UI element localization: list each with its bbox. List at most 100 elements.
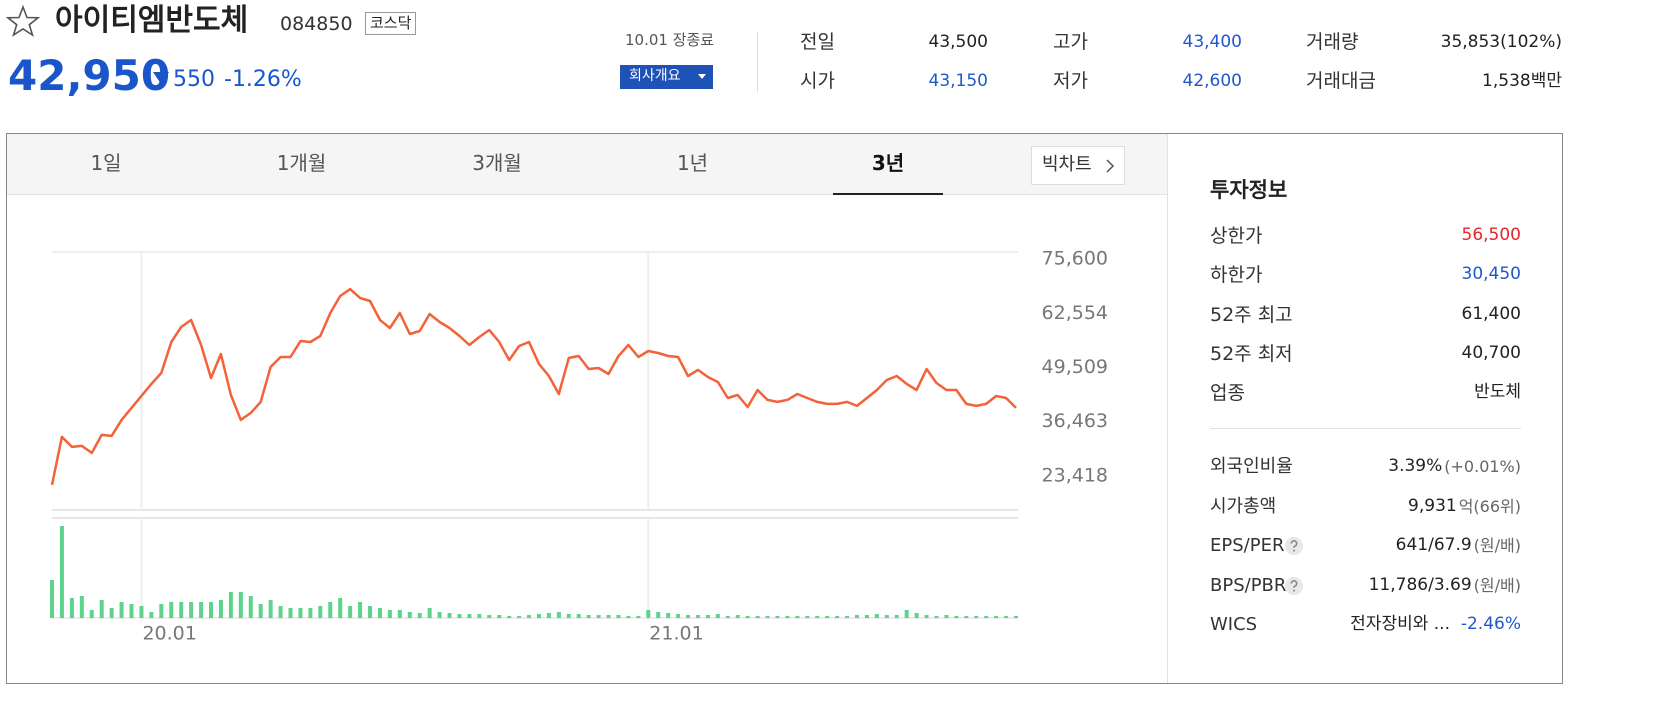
divider (757, 32, 758, 92)
invest-label: 상한가 (1210, 225, 1263, 247)
invest-value: 40,700 (1461, 342, 1521, 363)
price-line (50, 287, 1017, 486)
volume-bar (228, 592, 233, 618)
volume-bar (238, 592, 243, 618)
invest-label: 외국인비율 (1210, 456, 1293, 477)
change-rate: -1.26% (224, 67, 302, 92)
volume-bar (407, 612, 412, 618)
volume-bar (507, 616, 512, 618)
stat-value: 43,400 (1182, 32, 1242, 52)
volume-bar (596, 615, 601, 618)
volume-bar (636, 616, 641, 618)
volume-bar (467, 614, 472, 618)
tab-underline (833, 193, 943, 195)
x-tick-label: 21.01 (649, 623, 703, 645)
volume-bar (686, 615, 691, 618)
volume-bar (169, 602, 174, 618)
volume-bar (964, 616, 969, 618)
chart: 75,600 62,554 49,509 36,463 23,418 20.01 21.01 (50, 248, 1108, 645)
tab[interactable]: 1일 (90, 151, 122, 175)
volume-bar (258, 604, 263, 618)
volume-bar (129, 604, 134, 618)
invest-label: 52주 최고 (1210, 303, 1293, 326)
volume-bar (765, 616, 770, 618)
invest-label: WICS (1210, 614, 1258, 635)
volume-bar (338, 598, 343, 618)
invest-unit: -2.46% (1460, 614, 1521, 634)
volume-bar (725, 616, 730, 618)
price-change: 550 (173, 67, 215, 92)
volume-bar (457, 614, 462, 618)
favorite-star[interactable] (6, 5, 40, 37)
volume-bar (318, 606, 323, 618)
market-badge: 코스닥 (365, 12, 417, 35)
volume-bar (676, 614, 681, 618)
big-chart-button[interactable]: 빅차트 (1031, 146, 1125, 185)
volume-bar (835, 616, 840, 618)
company-button[interactable]: 회사개요 (620, 65, 713, 89)
volume-bar (477, 614, 482, 618)
invest-unit: (원/배) (1473, 575, 1521, 595)
volume-bar (308, 608, 313, 618)
tab[interactable]: 1년 (676, 151, 709, 175)
volume-bar (934, 616, 939, 618)
volume-bar (864, 615, 869, 618)
y-tick-label: 36,463 (1042, 410, 1108, 432)
volume-bar (497, 615, 502, 618)
volume-bar (1014, 616, 1018, 618)
volume-bar (59, 526, 64, 618)
current-price: 42,950 (8, 51, 171, 100)
volume-bar (417, 613, 422, 618)
volume-bar (735, 615, 740, 618)
tab[interactable]: 1개월 (276, 151, 327, 175)
volume-bar (89, 610, 94, 618)
help-icon[interactable] (1284, 576, 1304, 596)
invest-divider (1210, 428, 1521, 429)
invest-label: 하한가 (1210, 264, 1263, 287)
volume-bar (666, 613, 671, 618)
stat-value: 35,853(102%) (1440, 32, 1562, 52)
tab[interactable]: 3개월 (472, 151, 522, 175)
tab-bar (7, 134, 1167, 195)
volume-bar (248, 596, 253, 618)
volume-bar (69, 598, 74, 618)
volume-bar (288, 608, 293, 618)
volume-bar (874, 614, 879, 618)
volume-bar (984, 616, 989, 618)
help-icon[interactable] (1284, 536, 1304, 556)
invest-label: 시가총액 (1210, 495, 1277, 517)
volume-bar (209, 602, 214, 618)
volume-bar (109, 608, 114, 618)
volume-bar (50, 580, 54, 618)
invest-label: 52주 최저 (1210, 342, 1293, 365)
volume-bar (358, 602, 363, 618)
company-button-label: 회사개요 (629, 68, 681, 84)
volume-bar (199, 602, 204, 618)
volume-bar (99, 600, 104, 618)
volume-bar (556, 612, 561, 618)
invest-value: 56,500 (1461, 225, 1521, 245)
invest-value: 3.39% (1388, 456, 1443, 476)
volume-bar (119, 602, 124, 618)
volume-bar (427, 608, 432, 618)
volume-bar (954, 616, 959, 618)
x-tick-label: 20.01 (142, 623, 196, 645)
volume-bar (576, 614, 581, 618)
invest-value: 반도체 (1474, 382, 1521, 403)
tab[interactable]: 3년 (871, 151, 905, 175)
volume-bar (755, 616, 760, 618)
stock-name: 아이티엠반도체 (55, 3, 249, 38)
volume-bar (904, 610, 909, 618)
volume-bar (397, 610, 402, 618)
volume-bar (785, 616, 790, 618)
stat-value: 43,150 (928, 71, 988, 91)
volume-bar (795, 616, 800, 618)
volume-bar (656, 612, 661, 618)
volume-bar (606, 615, 611, 618)
invest-value: 11,786/3.69 (1368, 574, 1472, 595)
y-tick-label: 75,600 (1042, 248, 1108, 270)
invest-unit: (+0.01%) (1444, 457, 1521, 476)
stat-label: 저가 (1053, 70, 1088, 92)
volume-bar (854, 615, 859, 618)
volume-bar (745, 616, 750, 618)
